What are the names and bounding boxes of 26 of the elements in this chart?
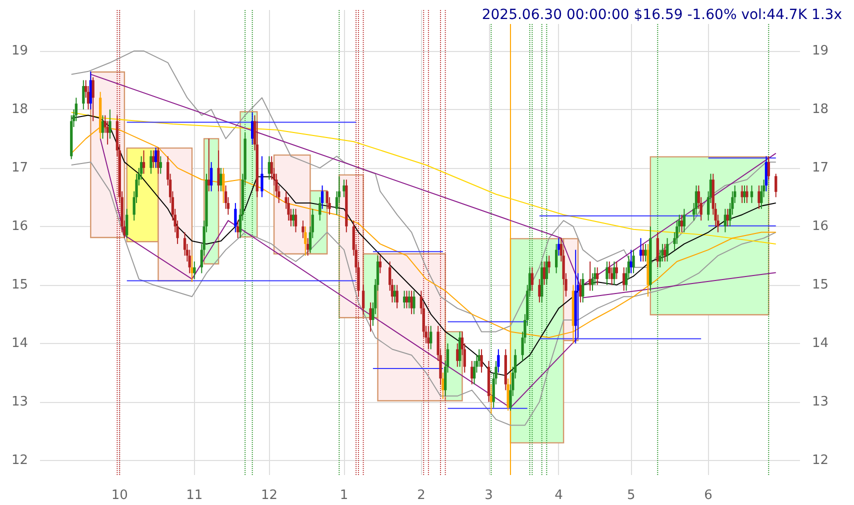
y2-tick-label: 17 bbox=[812, 160, 829, 176]
y-tick-label: 13 bbox=[11, 394, 28, 410]
x-tick-label: 1 bbox=[340, 488, 348, 503]
y2-tick-label: 15 bbox=[812, 277, 829, 292]
x-tick-label: 11 bbox=[186, 488, 203, 503]
y2-tick-label: 19 bbox=[812, 43, 829, 58]
x-tick-label: 10 bbox=[111, 488, 128, 503]
x-tick-label: 6 bbox=[704, 488, 712, 503]
y-tick-label: 12 bbox=[11, 452, 28, 468]
y-tick-label: 14 bbox=[11, 336, 28, 351]
x-tick-label: 5 bbox=[626, 488, 636, 503]
y2-tick-label: 12 bbox=[812, 452, 829, 468]
y2-tick-label: 14 bbox=[812, 336, 829, 351]
y2-tick-label: 18 bbox=[812, 102, 829, 117]
y-tick-label: 19 bbox=[11, 43, 28, 58]
y2-tick-label: 16 bbox=[812, 218, 829, 234]
chart-title: 2025.06.30 00:00:00 $16.59 -1.60% vol:44.7K 1.3x bbox=[482, 7, 842, 23]
y-tick-label: 15 bbox=[11, 277, 28, 292]
x-tick-label: 2 bbox=[417, 488, 426, 503]
x-tick-label: 4 bbox=[554, 488, 563, 503]
x-tick-label: 12 bbox=[260, 488, 278, 503]
y-tick-label: 18 bbox=[11, 102, 28, 117]
x-tick-label: 3 bbox=[484, 488, 493, 503]
y-tick-label: 16 bbox=[11, 218, 28, 234]
y-tick-label: 17 bbox=[11, 160, 28, 176]
y2-tick-label: 13 bbox=[812, 394, 829, 410]
